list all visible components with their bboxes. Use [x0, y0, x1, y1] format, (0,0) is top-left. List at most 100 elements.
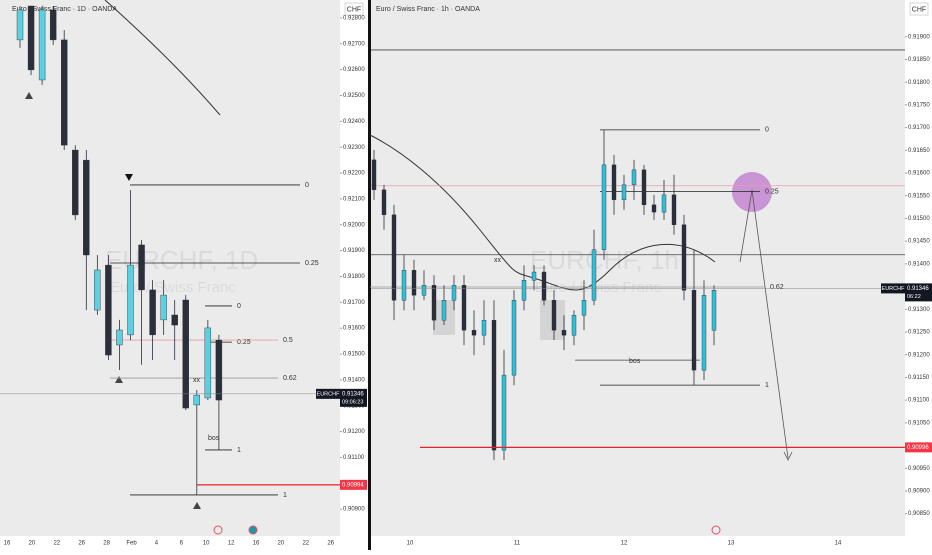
y-tick-label: 0.90850 — [908, 511, 930, 517]
currency-box — [344, 2, 364, 16]
annotation: bos — [629, 358, 641, 365]
y-tick-label: 0.91450 — [908, 239, 930, 245]
y-tick-label: 0.91150 — [908, 375, 930, 381]
candle-body — [83, 159, 90, 256]
candle-body — [94, 269, 101, 311]
fib-label: 0 — [305, 182, 309, 189]
candle-body — [401, 270, 407, 301]
target-tag — [905, 442, 932, 453]
fib-label: 0.5 — [283, 337, 293, 344]
x-tick-label: 20 — [278, 541, 285, 547]
fib-label: 0 — [765, 127, 769, 134]
fib-label: 0.25 — [305, 260, 319, 267]
candle-body — [661, 194, 667, 213]
marker-down — [125, 174, 133, 181]
candle-body — [531, 271, 537, 281]
candle-body — [641, 169, 647, 206]
y-tick-label: 0.91800 — [343, 274, 365, 280]
x-tick-label: 28 — [103, 541, 110, 547]
candle-body — [116, 329, 123, 346]
candle-body — [16, 9, 24, 41]
y-tick-label: 0.91400 — [908, 261, 930, 267]
y-tick-label: 0.91900 — [343, 248, 365, 254]
y-tick-label: 0.91200 — [343, 429, 365, 435]
candle-body — [381, 189, 387, 216]
y-tick-label: 0.91250 — [908, 330, 930, 336]
y-tick-label: 0.91500 — [343, 352, 365, 358]
x-tick-label: 11 — [514, 541, 521, 547]
x-tick-label: Feb — [126, 541, 137, 547]
y-tick-label: 0.91400 — [343, 377, 365, 383]
pane-right — [371, 0, 905, 536]
candle-body — [621, 184, 627, 201]
currency-box — [909, 2, 929, 16]
y-tick-label: 0.92600 — [343, 67, 365, 73]
candle-body — [72, 149, 79, 216]
candle-body — [631, 169, 637, 186]
candle-body — [691, 290, 697, 371]
candle-body — [601, 164, 607, 250]
candle-body — [138, 244, 145, 291]
moving-average — [369, 134, 716, 291]
target-value: 0.90996 — [907, 445, 929, 451]
candle-body — [49, 9, 57, 41]
candle-body — [421, 285, 427, 296]
annotation: xx — [494, 257, 502, 264]
candle-body — [571, 314, 577, 336]
countdown: 06:22 — [907, 294, 921, 300]
candle-body — [391, 214, 397, 301]
event-icon[interactable] — [711, 525, 721, 535]
x-tick-label: 10 — [203, 541, 210, 547]
fib-label: 0.25 — [765, 189, 779, 196]
y-tick-label: 0.91100 — [908, 398, 930, 404]
candle-body — [371, 159, 377, 191]
y-tick-label: 0.91900 — [908, 34, 930, 40]
price-tag-value: 0.91346 — [907, 286, 929, 292]
countdown: 09:06:23 — [342, 399, 363, 405]
y-tick-label: 0.91600 — [908, 171, 930, 177]
fib-label: 0.25 — [237, 339, 251, 346]
candle-body — [681, 224, 687, 291]
currency: CHF — [347, 6, 361, 13]
candle-body — [171, 314, 178, 326]
candle-body — [591, 249, 597, 301]
y-tick-label: 0.92700 — [343, 41, 365, 47]
x-tick-label: 13 — [728, 541, 735, 547]
event-icon[interactable] — [213, 525, 223, 535]
projection-arrow — [739, 189, 789, 459]
y-tick-label: 0.91650 — [908, 148, 930, 154]
event-icon[interactable] — [248, 525, 258, 535]
x-tick-label: 16 — [253, 541, 260, 547]
candle-body — [481, 319, 487, 336]
candle-body — [27, 5, 35, 71]
candle-body — [551, 300, 557, 331]
chart-header: Euro / Swiss Franc · 1D · OANDA — [12, 6, 117, 13]
symbol: EURCHF — [882, 286, 906, 292]
candle-body — [160, 294, 167, 321]
pane-left — [0, 0, 340, 536]
x-tick-label: 12 — [621, 541, 628, 547]
candle-body — [441, 300, 447, 321]
y-tick-label: 0.91550 — [908, 193, 930, 199]
x-tick-label: 6 — [180, 541, 184, 547]
watermark-sub: Euro / Swiss Franc — [535, 279, 661, 296]
target-tag — [340, 479, 367, 490]
y-tick-label: 0.92500 — [343, 93, 365, 99]
price-axis-right — [905, 0, 932, 550]
price-tag — [340, 388, 367, 407]
y-tick-label: 0.91700 — [343, 300, 365, 306]
y-tick-label: 0.92100 — [343, 196, 365, 202]
x-tick-label: 22 — [302, 541, 309, 547]
annotation: xx — [193, 377, 201, 384]
candle-body — [61, 39, 68, 146]
candle-body — [651, 204, 657, 213]
y-tick-label: 0.92800 — [343, 16, 365, 22]
y-tick-label: 0.91050 — [908, 420, 930, 426]
symbol-box — [881, 283, 905, 294]
moving-average — [104, 0, 221, 116]
y-tick-label: 0.91500 — [908, 216, 930, 222]
currency: CHF — [912, 6, 926, 13]
y-tick-label: 0.92400 — [343, 119, 365, 125]
candle-body — [671, 194, 677, 226]
candle-body — [193, 394, 201, 406]
